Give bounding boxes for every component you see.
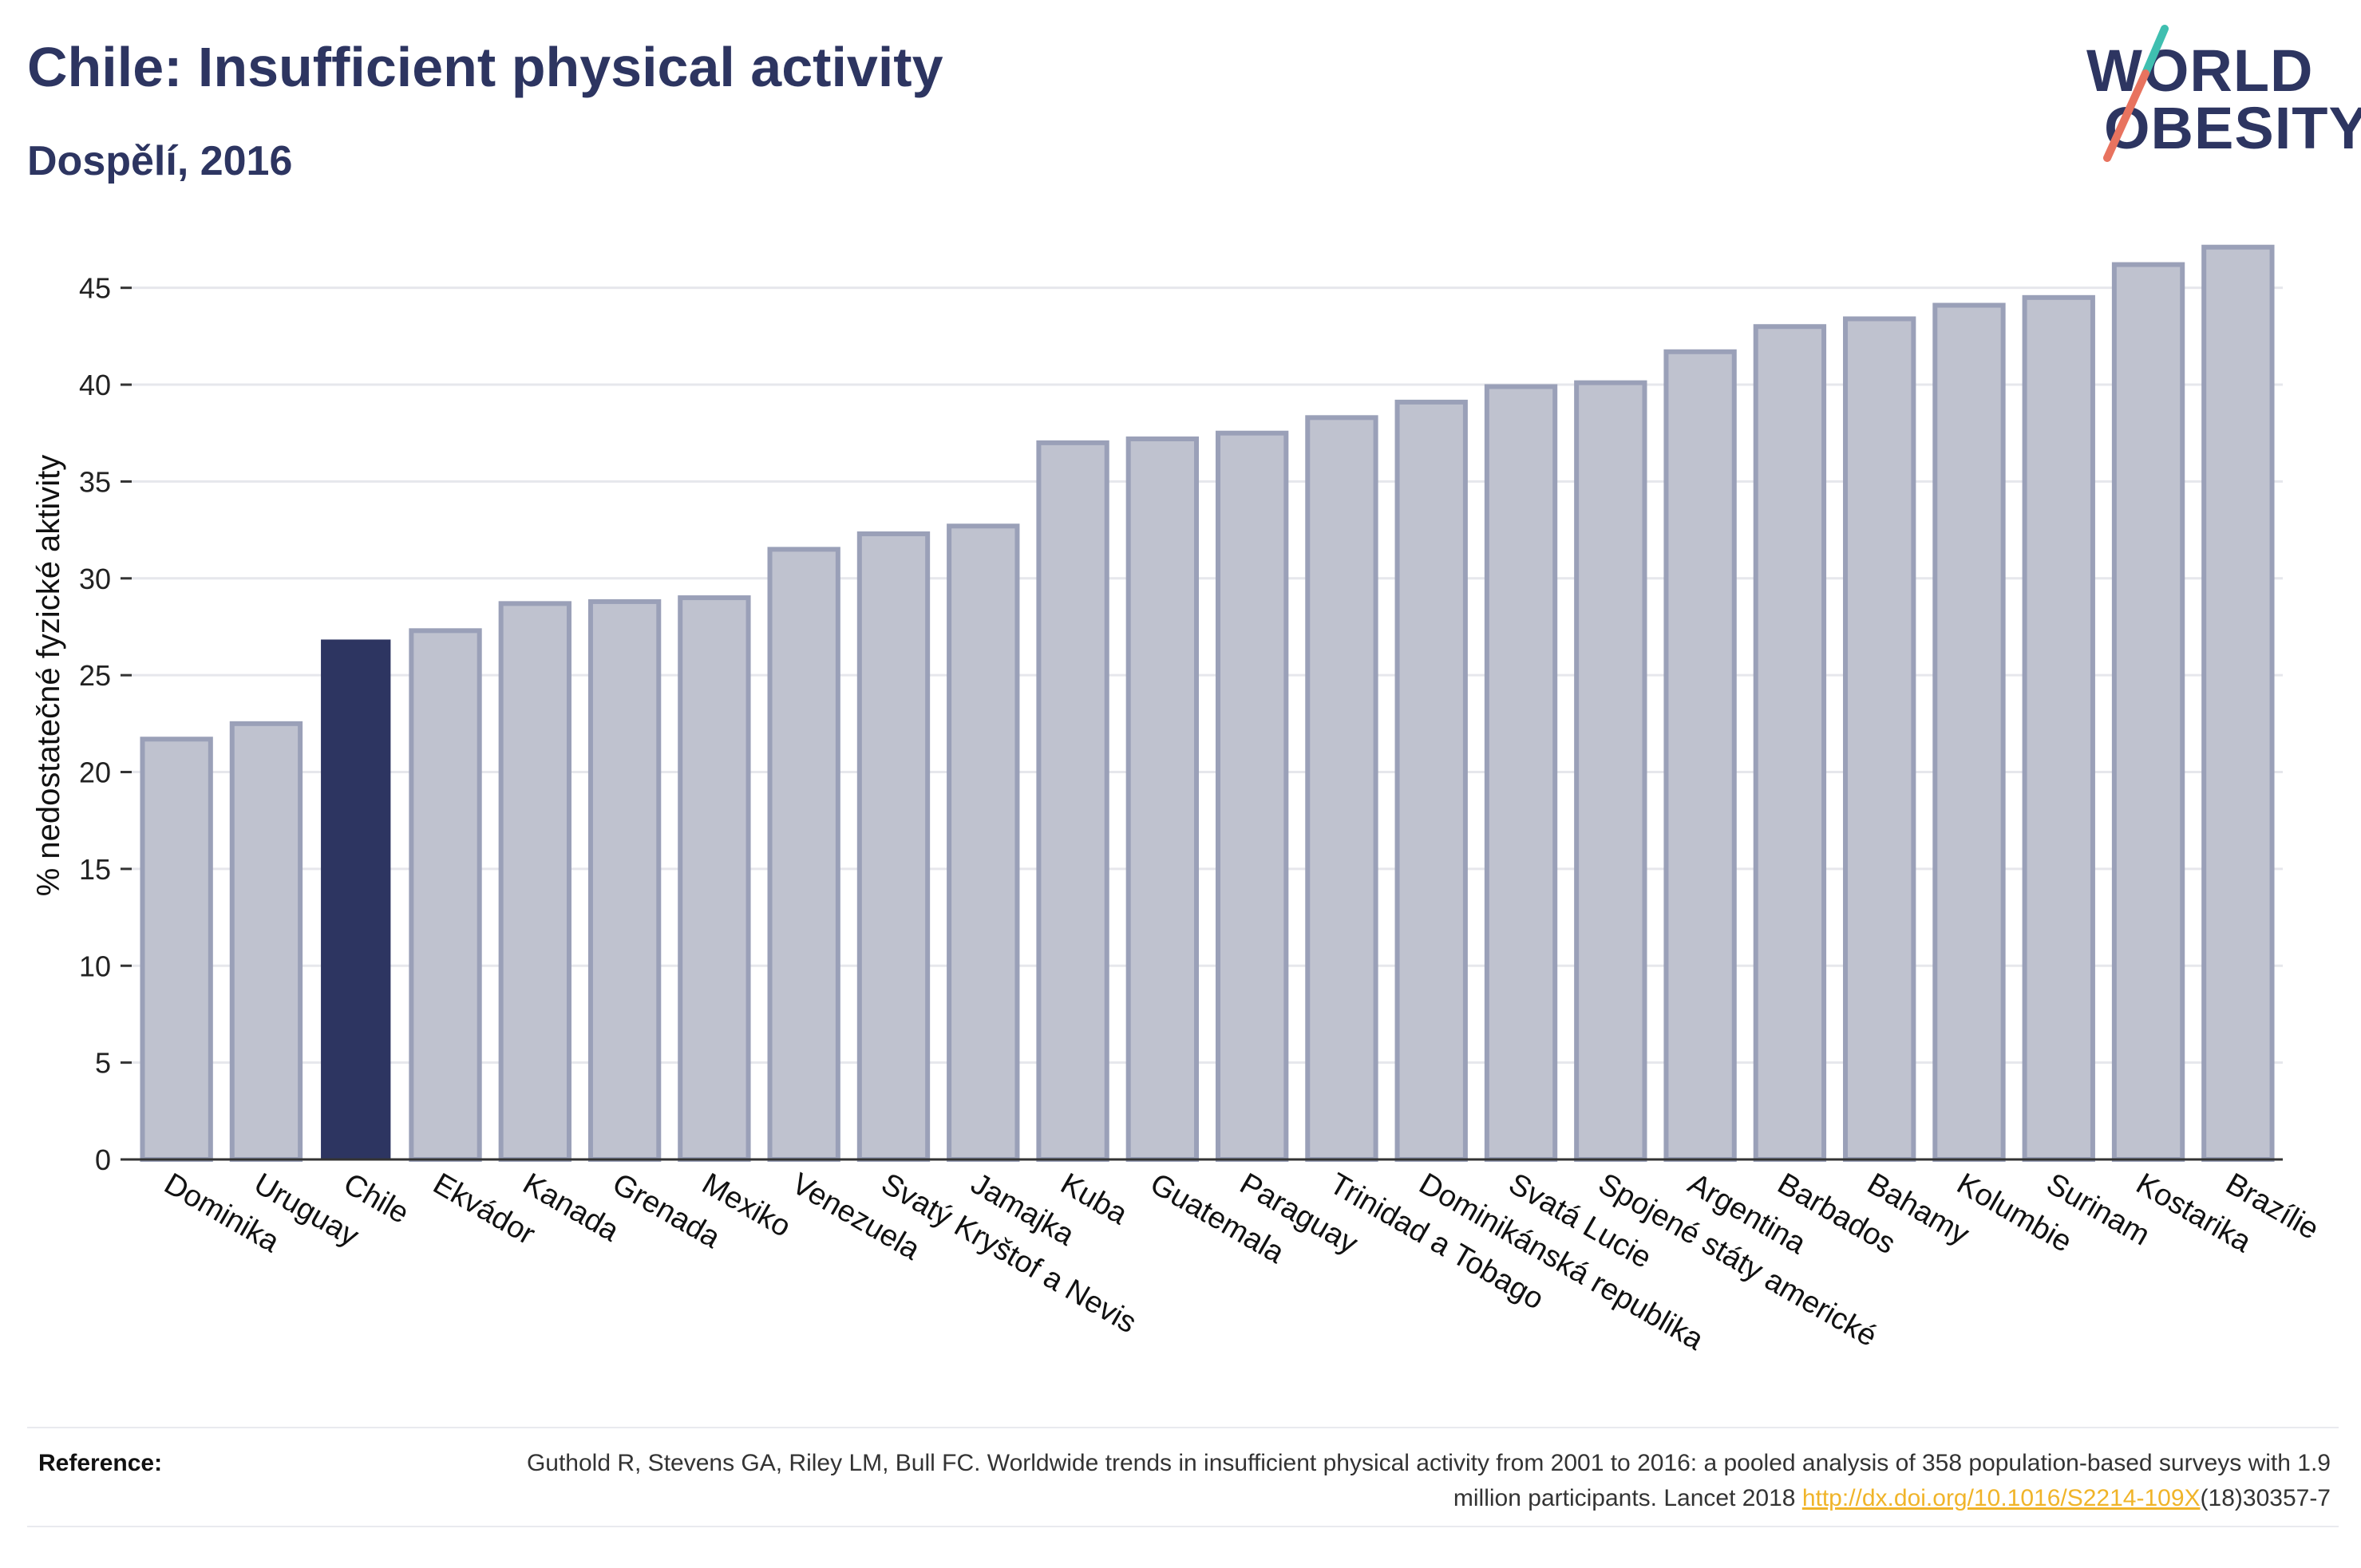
bar: [140, 737, 213, 1162]
y-tick-label: 15: [79, 853, 111, 886]
bar: [2201, 244, 2275, 1162]
bar: [856, 531, 931, 1162]
bar: [1036, 440, 1109, 1162]
reference-citation: Guthold R, Stevens GA, Riley LM, Bull FC…: [526, 1450, 2331, 1511]
y-tick-label: 20: [79, 756, 111, 789]
y-tick-label: 40: [79, 369, 111, 401]
footer-divider-bottom: [27, 1526, 2339, 1527]
reference-label: Reference:: [38, 1450, 163, 1476]
bar: [2111, 262, 2185, 1162]
bar: [1125, 436, 1200, 1162]
y-tick-label: 45: [79, 272, 111, 305]
reference-doi-link[interactable]: http://dx.doi.org/10.1016/S2214-109X: [1801, 1485, 2201, 1511]
bar: [2022, 294, 2095, 1162]
bar: [678, 595, 751, 1162]
bar: [1753, 324, 1827, 1162]
bar: [1215, 430, 1289, 1162]
bar: [1574, 380, 1647, 1163]
bar: [1932, 302, 2006, 1162]
y-tick-label: 30: [79, 563, 111, 595]
footer-divider-top: [27, 1427, 2339, 1428]
bar-highlight: [321, 639, 391, 1160]
bar: [409, 628, 482, 1162]
y-tick-label: 0: [95, 1143, 111, 1176]
x-tick-label: Kanada: [517, 1167, 625, 1248]
chart-title: Chile: Insufficient physical activity: [27, 36, 943, 98]
logo-slash-icon: [2103, 25, 2169, 162]
bar: [1305, 415, 1378, 1162]
y-axis-label: % nedostatečné fyzické aktivity: [31, 455, 66, 897]
bar: [229, 721, 303, 1162]
logo-line1: WORLD: [2086, 38, 2314, 104]
reference-citation-end: (18)30357-7: [2200, 1485, 2331, 1511]
y-tick-label: 5: [95, 1047, 111, 1080]
bar: [1484, 384, 1558, 1163]
reference-text: Guthold R, Stevens GA, Riley LM, Bull FC…: [495, 1446, 2331, 1516]
y-tick-label: 35: [79, 465, 111, 498]
chart-subtitle: Dospělí, 2016: [27, 138, 293, 184]
x-tick-label: Ekvádor: [428, 1167, 541, 1251]
y-tick-label: 10: [79, 950, 111, 982]
bar: [1394, 399, 1468, 1163]
logo-line2: OBESITY: [2104, 95, 2361, 161]
world-obesity-logo: WORLD OBESITY: [2075, 24, 2361, 168]
bar: [767, 547, 840, 1162]
bar: [587, 598, 662, 1162]
bar: [1663, 349, 1737, 1162]
bar: [947, 523, 1020, 1162]
bar: [498, 601, 571, 1162]
y-tick-label: 25: [79, 659, 111, 692]
bar: [1843, 316, 1916, 1162]
